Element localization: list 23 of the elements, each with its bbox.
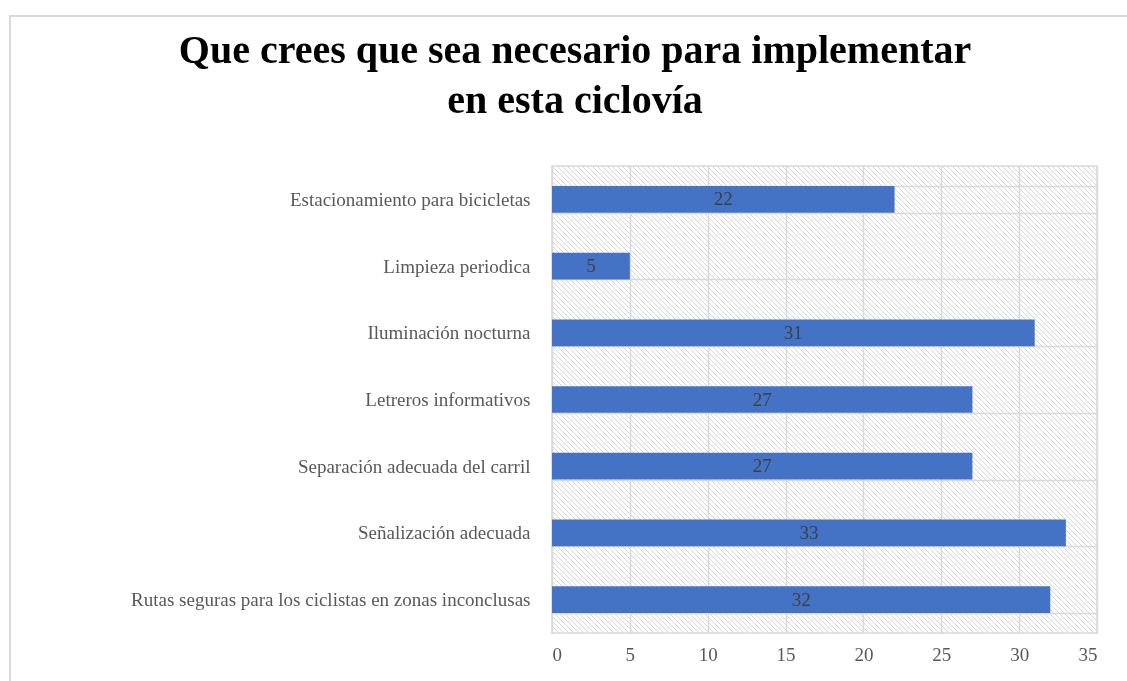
x-tick-label: 30 — [1010, 643, 1030, 665]
data-label: 33 — [799, 521, 819, 543]
x-tick-label: 20 — [854, 643, 874, 665]
y-tick-label: Letreros informativos — [365, 389, 531, 410]
x-tick-label: 35 — [1078, 643, 1098, 665]
y-tick-label: Estacionamiento para bicicletas — [289, 188, 531, 210]
data-label: 32 — [791, 588, 811, 610]
y-tick-label: Separación adecuada del carril — [297, 455, 531, 477]
y-tick-label: Señalización adecuada — [358, 522, 532, 544]
x-tick-label: 0 — [552, 643, 562, 665]
y-tick-label: Rutas seguras para los ciclistas en zonas inconclusas — [131, 589, 531, 611]
x-tick-label: 10 — [698, 643, 718, 665]
x-tick-label: 25 — [932, 643, 952, 665]
data-label: 27 — [752, 388, 772, 410]
chart-title: Que crees que sea necesario para implementar en esta ciclovía — [178, 27, 972, 122]
data-label: 5 — [586, 255, 596, 277]
x-tick-label: 5 — [625, 643, 636, 665]
y-tick-label: Limpieza periodica — [383, 255, 532, 277]
y-tick-label: Iluminación nocturna — [367, 322, 532, 344]
data-label: 31 — [783, 321, 803, 343]
data-label: 22 — [713, 188, 733, 210]
data-label: 27 — [752, 455, 772, 477]
x-tick-label: 15 — [776, 643, 796, 665]
